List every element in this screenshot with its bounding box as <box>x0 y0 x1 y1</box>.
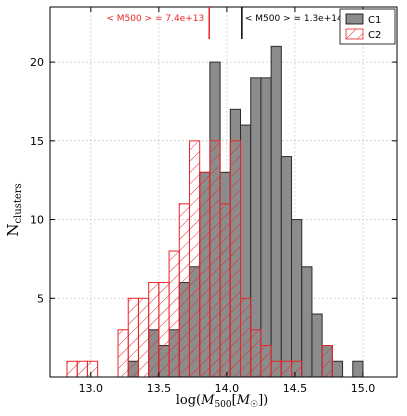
bar-c1-28 <box>352 360 364 378</box>
x-tick-label: 14.0 <box>215 382 240 395</box>
x-tick-label: 13.5 <box>147 382 172 395</box>
x-tick-label: 13.0 <box>79 382 104 395</box>
bar-c2-11 <box>178 203 190 378</box>
bar-c1-26 <box>331 360 344 378</box>
bar-c2-5 <box>117 329 129 378</box>
legend-swatch-c2 <box>345 28 364 40</box>
x-tick-label: 14.5 <box>283 382 308 395</box>
bar-c2-21 <box>280 360 293 378</box>
bar-c2-22 <box>291 360 303 378</box>
bar-c2-8 <box>148 282 160 378</box>
legend-label-c1: C1 <box>368 15 381 26</box>
series-c2-bars <box>66 140 333 378</box>
x-axis-label: log(M500[M☉]) <box>176 393 269 410</box>
bar-c2-25 <box>321 345 333 378</box>
bar-c1-22 <box>291 219 303 378</box>
y-tick-label: 10 <box>30 214 44 227</box>
x-tick-label: 15.0 <box>351 382 376 395</box>
y-tick-label: 15 <box>30 135 44 148</box>
bar-c1-19 <box>260 77 272 378</box>
legend-swatch-c1 <box>345 13 364 25</box>
bar-c2-6 <box>127 297 139 378</box>
bar-c2-7 <box>137 297 150 378</box>
bar-c2-10 <box>168 250 180 378</box>
bar-c2-2 <box>86 360 99 378</box>
bar-c2-9 <box>158 282 170 378</box>
y-tick-label: 20 <box>30 56 44 69</box>
axis-ticks: 13.0 13.5 14.0 14.5 15.0 5 10 15 20 <box>30 7 397 395</box>
bar-c2-13 <box>199 171 211 378</box>
bar-c1-21 <box>280 156 293 378</box>
legend: C1 C2 <box>339 8 396 45</box>
mean-label-1: < M500 > = 1.3e+14 <box>245 14 343 24</box>
plot-frame <box>49 6 398 378</box>
bar-c2-17 <box>240 297 252 378</box>
bar-c1-20 <box>270 45 282 378</box>
bar-c2-18 <box>250 329 262 378</box>
mean-annotations: < M500 > = 7.4e+13 < M500 > = 1.3e+14 <box>106 7 343 39</box>
legend-label-c2: C2 <box>368 30 381 41</box>
bar-c1-24 <box>311 313 323 378</box>
bar-c2-14 <box>209 140 221 378</box>
bar-c2-12 <box>188 140 201 378</box>
bar-c1-23 <box>301 266 313 378</box>
y-tick-label: 5 <box>37 292 44 305</box>
bar-c2-0 <box>66 360 78 378</box>
bar-c2-19 <box>260 345 272 378</box>
y-axis-label: Nclusters <box>4 183 24 236</box>
bar-c2-1 <box>76 360 88 378</box>
bar-c2-15 <box>219 203 231 378</box>
mean-label-0: < M500 > = 7.4e+13 <box>106 14 204 24</box>
bar-c2-20 <box>270 360 282 378</box>
bar-c2-16 <box>229 140 242 378</box>
